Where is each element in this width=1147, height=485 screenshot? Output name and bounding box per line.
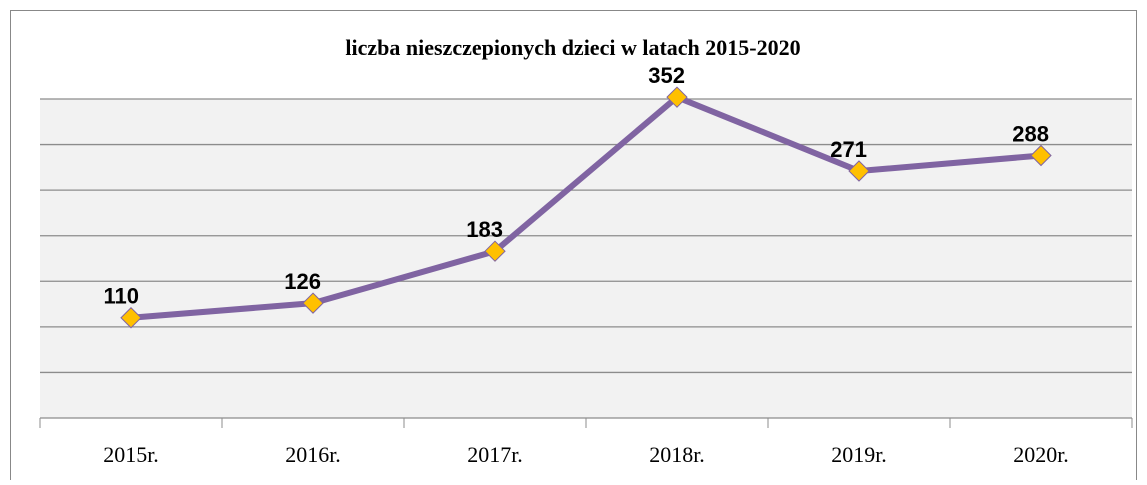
- x-tick-label: 2018r.: [649, 442, 705, 467]
- x-tick-label: 2019r.: [831, 442, 887, 467]
- x-tick-label: 2016r.: [285, 442, 341, 467]
- plot-area: [40, 99, 1132, 418]
- series-line: [130, 94, 1042, 321]
- data-label: 126: [284, 269, 321, 294]
- x-tick-label: 2015r.: [103, 442, 159, 467]
- marker: [1030, 144, 1052, 167]
- x-tick-label: 2020r.: [1013, 442, 1069, 467]
- x-tick-label: 2017r.: [467, 442, 523, 467]
- data-label: 110: [104, 284, 140, 309]
- data-label: 271: [830, 137, 867, 162]
- data-label: 183: [466, 217, 503, 242]
- chart-title: liczba nieszczepionych dzieci w latach 2…: [345, 35, 800, 60]
- data-label: 352: [648, 63, 685, 88]
- marker: [120, 307, 142, 329]
- marker: [302, 292, 324, 314]
- marker: [484, 240, 506, 262]
- marker: [666, 86, 688, 108]
- marker: [848, 160, 870, 182]
- data-label: 288: [1012, 121, 1049, 146]
